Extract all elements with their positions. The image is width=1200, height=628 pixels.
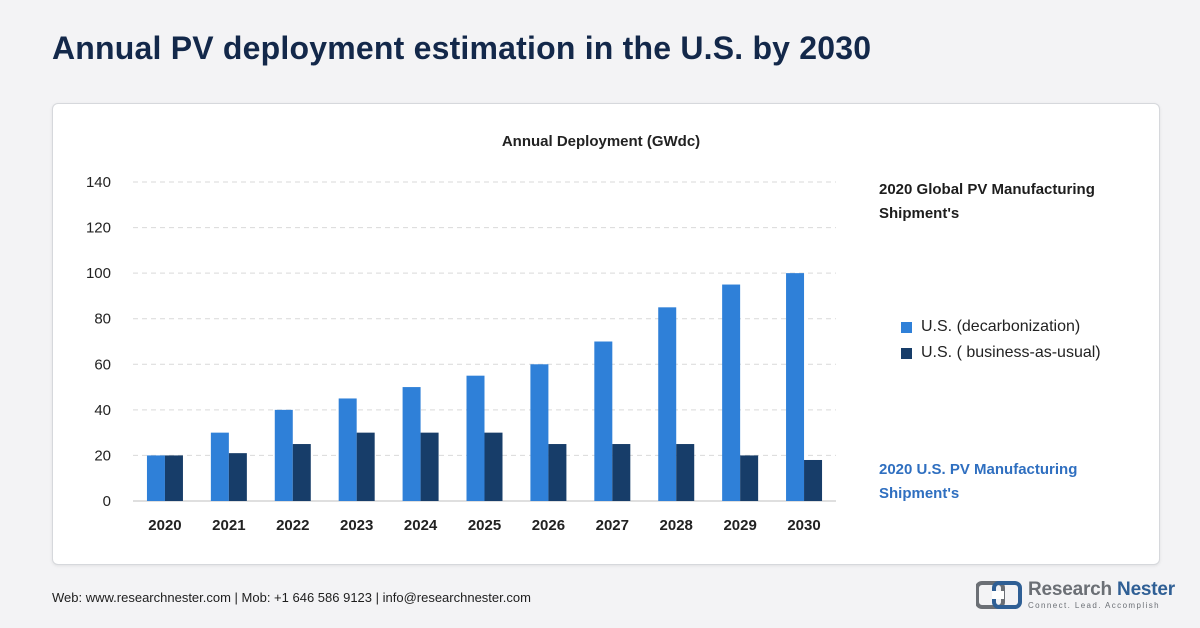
brand-logo-block[interactable]: Research Nester Connect. Lead. Accomplis… bbox=[976, 580, 1175, 610]
bar-decarbonization-2021 bbox=[210, 432, 229, 501]
x-tick-label-2022: 2022 bbox=[276, 517, 309, 534]
legend-label-decarbonization: U.S. (decarbonization) bbox=[921, 318, 1081, 335]
y-tick-label-140: 140 bbox=[86, 174, 111, 191]
footer-contact: Web: www.researchnester.com | Mob: +1 64… bbox=[52, 590, 531, 605]
brand-name-part1: Research bbox=[1028, 579, 1118, 600]
x-tick-label-2028: 2028 bbox=[660, 517, 693, 534]
bar-chart: Annual Deployment (GWdc) 0 20 40 60 80 100 120 1… bbox=[86, 133, 836, 534]
bar-business-as-usual-2029 bbox=[740, 455, 759, 501]
bar-business-as-usual-2024 bbox=[420, 432, 439, 501]
bar-decarbonization-2022 bbox=[274, 409, 293, 501]
bar-decarbonization-2020 bbox=[146, 455, 165, 501]
brand-name-part2: Nester bbox=[1117, 579, 1175, 600]
legend-item-decarbonization: U.S. (decarbonization) bbox=[901, 314, 1101, 340]
brand-tagline: Connect. Lead. Accomplish bbox=[1028, 601, 1160, 610]
bar-business-as-usual-2027 bbox=[612, 444, 631, 501]
chart-legend: U.S. (decarbonization) U.S. ( business-a… bbox=[901, 314, 1101, 366]
x-tick-label-2023: 2023 bbox=[340, 517, 373, 534]
bar-decarbonization-2023 bbox=[338, 398, 357, 501]
bar-business-as-usual-2028 bbox=[676, 444, 695, 501]
bar-decarbonization-2028 bbox=[658, 307, 677, 501]
bar-decarbonization-2029 bbox=[722, 284, 741, 501]
bar-business-as-usual-2025 bbox=[484, 432, 503, 501]
us-shipment-label: 2020 U.S. PV Manufacturing Shipment's bbox=[879, 461, 1078, 502]
x-tick-label-2021: 2021 bbox=[212, 517, 245, 534]
x-tick-label-2024: 2024 bbox=[404, 517, 438, 534]
chart-card: Annual Deployment (GWdc) 0 20 40 60 80 100 120 1… bbox=[52, 103, 1160, 565]
bar-decarbonization-2027 bbox=[594, 341, 613, 501]
bar-business-as-usual-2020 bbox=[164, 455, 183, 501]
research-nester-logo-icon bbox=[976, 581, 1022, 609]
page-title: Annual PV deployment estimation in the U… bbox=[52, 30, 872, 66]
x-tick-label-2026: 2026 bbox=[532, 517, 565, 534]
bar-business-as-usual-2030 bbox=[804, 459, 823, 501]
x-tick-label-2020: 2020 bbox=[148, 517, 181, 534]
y-tick-label-0: 0 bbox=[103, 493, 111, 510]
legend-swatch-decarbonization bbox=[901, 321, 912, 333]
y-tick-label-40: 40 bbox=[94, 402, 111, 419]
bar-business-as-usual-2023 bbox=[356, 432, 375, 501]
bar-business-as-usual-2021 bbox=[228, 453, 247, 501]
y-tick-label-100: 100 bbox=[86, 265, 111, 282]
y-tick-label-80: 80 bbox=[94, 311, 111, 328]
x-tick-label-2030: 2030 bbox=[787, 517, 820, 534]
brand-name: Research Nester bbox=[1028, 580, 1175, 600]
legend-swatch-business-as-usual bbox=[901, 347, 912, 359]
y-tick-label-120: 120 bbox=[86, 220, 111, 237]
x-tick-label-2027: 2027 bbox=[596, 517, 629, 534]
x-tick-label-2025: 2025 bbox=[468, 517, 501, 534]
y-tick-label-60: 60 bbox=[94, 356, 111, 373]
bar-business-as-usual-2022 bbox=[292, 444, 311, 501]
bar-decarbonization-2030 bbox=[786, 273, 805, 501]
legend-label-business-as-usual: U.S. ( business-as-usual) bbox=[921, 344, 1101, 361]
bar-decarbonization-2025 bbox=[466, 375, 485, 501]
global-shipment-label: 2020 Global PV Manufacturing Shipment's bbox=[879, 181, 1095, 222]
legend-item-business-as-usual: U.S. ( business-as-usual) bbox=[901, 340, 1101, 366]
x-tick-label-2029: 2029 bbox=[723, 517, 756, 534]
y-tick-label-20: 20 bbox=[94, 447, 111, 464]
bar-decarbonization-2026 bbox=[530, 364, 549, 501]
bar-business-as-usual-2026 bbox=[548, 444, 567, 501]
bar-decarbonization-2024 bbox=[402, 387, 421, 501]
chart-title: Annual Deployment (GWdc) bbox=[502, 133, 700, 150]
